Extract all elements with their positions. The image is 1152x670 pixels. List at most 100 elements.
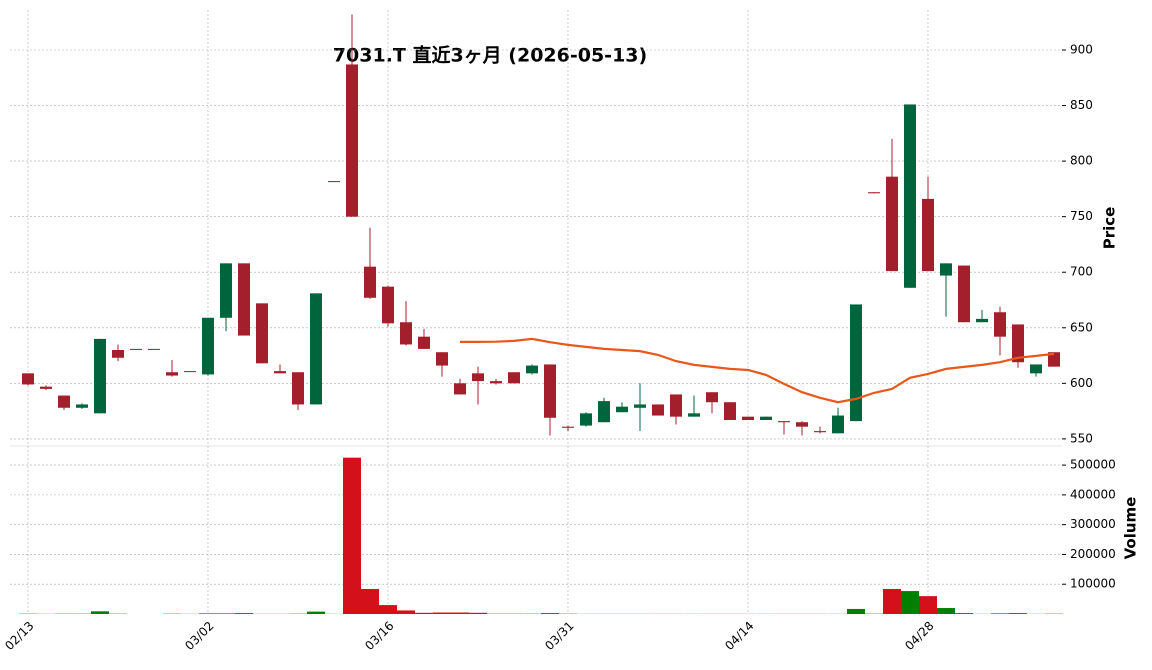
candle-body <box>868 192 880 194</box>
candle-body <box>922 198 934 272</box>
volume-tick-label: 200000 <box>1070 547 1116 561</box>
candle-body <box>220 263 232 318</box>
volume-bar <box>847 608 865 614</box>
candle-body <box>670 394 682 417</box>
candle-body <box>346 64 358 217</box>
candle-body <box>148 348 160 350</box>
volume-bar <box>901 591 919 614</box>
y-tick-label: 850 <box>1070 98 1093 112</box>
candle-body <box>976 318 988 323</box>
volume-bar <box>433 612 451 614</box>
y-tick-label: 650 <box>1070 320 1093 334</box>
candle-body <box>22 373 34 385</box>
volume-bar <box>469 612 487 614</box>
y-tick-label: 750 <box>1070 209 1093 223</box>
candle-body <box>742 416 754 420</box>
candle-body <box>40 386 52 389</box>
chart-title: 7031.T 直近3ヶ月 (2026-05-13) <box>333 44 647 67</box>
candle-body <box>202 317 214 375</box>
y-tick-label: 600 <box>1070 376 1093 390</box>
candle-body <box>598 401 610 423</box>
candle-body <box>94 338 106 414</box>
moving-average-line <box>460 337 1055 404</box>
candle-body <box>562 426 574 428</box>
y-tick-label: 700 <box>1070 265 1093 279</box>
candle-body <box>184 371 196 373</box>
candle-body <box>688 413 700 417</box>
volume-bar <box>379 605 397 614</box>
candle-body <box>112 350 124 358</box>
candle-body <box>850 304 862 422</box>
candle-body <box>382 286 394 324</box>
candle-body <box>724 402 736 420</box>
candle-body <box>310 293 322 405</box>
x-tick-label: 02/13 <box>2 619 36 653</box>
candle-body <box>832 415 844 434</box>
candle-body <box>1030 364 1042 374</box>
volume-bar <box>451 612 469 614</box>
candle-body <box>526 365 538 374</box>
y-tick-label: 550 <box>1070 431 1093 445</box>
candle-body <box>454 383 466 395</box>
volume-bar <box>991 613 1009 614</box>
volume-bar <box>1009 613 1027 614</box>
volume-bar <box>937 608 955 614</box>
y-tick-label: 800 <box>1070 154 1093 168</box>
candle-body <box>652 404 664 416</box>
candle-body <box>580 413 592 426</box>
candle-body <box>292 372 304 405</box>
candle-body <box>760 416 772 420</box>
volume-tick-label: 300000 <box>1070 517 1116 531</box>
candle-body <box>130 348 142 350</box>
candle-body <box>166 372 178 376</box>
volume-bar <box>343 457 361 614</box>
candle-body <box>958 265 970 323</box>
volume-bar <box>307 611 325 614</box>
x-tick-label: 04/28 <box>902 619 936 653</box>
candle-body <box>886 176 898 272</box>
candle-body <box>634 404 646 408</box>
volume-bar <box>217 613 235 614</box>
candle-body <box>616 406 628 413</box>
candle-body <box>400 322 412 345</box>
candle-body <box>814 431 826 433</box>
volume-bar <box>919 596 937 614</box>
candle-body <box>904 104 916 288</box>
candle-body <box>1048 352 1060 367</box>
y-tick-label: 900 <box>1070 43 1093 57</box>
candle-body <box>472 373 484 382</box>
candle-body <box>1012 324 1024 363</box>
candle-body <box>418 336 430 349</box>
volume-bar <box>883 588 901 614</box>
candle-body <box>274 371 286 374</box>
volume-tick-label: 500000 <box>1070 458 1116 472</box>
x-tick-label: 03/02 <box>182 619 216 653</box>
volume-bar <box>415 612 433 614</box>
x-tick-label: 04/14 <box>722 619 756 653</box>
volume-bar <box>541 613 559 614</box>
volume-bar <box>955 613 973 614</box>
candle-body <box>706 392 718 403</box>
candle-body <box>256 303 268 364</box>
candle-body <box>76 404 88 408</box>
volume-axis-label: Volume <box>1122 497 1140 560</box>
volume-bar <box>91 611 109 614</box>
volume-tick-label: 400000 <box>1070 487 1116 501</box>
volume-bar <box>397 610 415 614</box>
candle-body <box>508 372 520 384</box>
candle-body <box>328 181 340 183</box>
x-tick-label: 03/31 <box>542 619 576 653</box>
x-tick-label: 03/16 <box>362 619 396 653</box>
candle-body <box>544 364 556 418</box>
candle-body <box>436 352 448 366</box>
candle-body <box>796 422 808 427</box>
candle-body <box>238 263 250 336</box>
candle-body <box>994 312 1006 337</box>
candle-body <box>364 266 376 298</box>
candle-body <box>940 263 952 276</box>
candle-body <box>490 381 502 384</box>
y-axis-label: Price <box>1101 207 1119 250</box>
volume-bar <box>361 588 379 614</box>
candle-body <box>58 395 70 408</box>
